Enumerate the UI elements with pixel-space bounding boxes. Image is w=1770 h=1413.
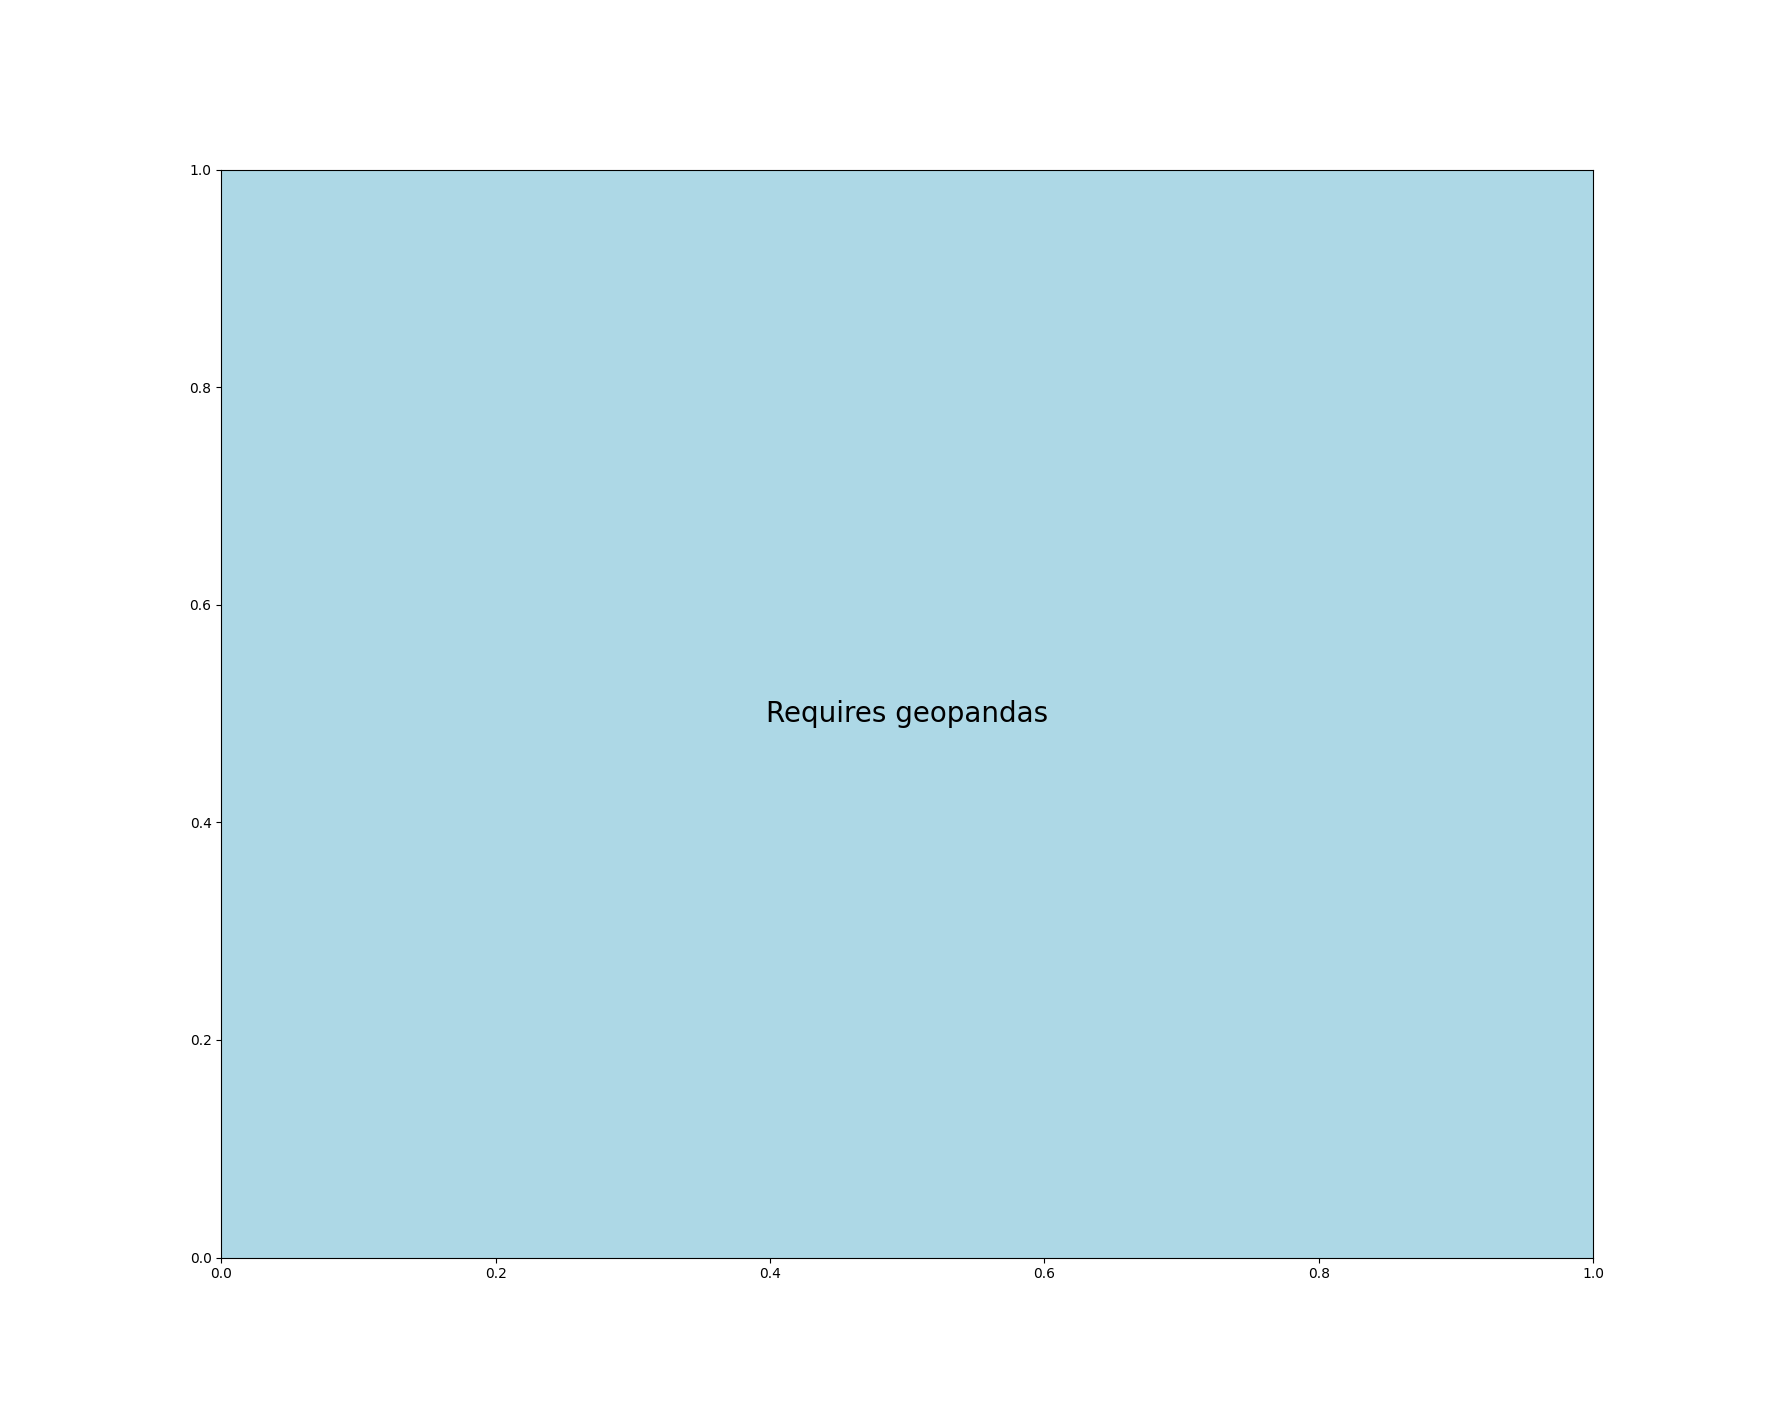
- Text: Requires geopandas: Requires geopandas: [766, 699, 1048, 728]
